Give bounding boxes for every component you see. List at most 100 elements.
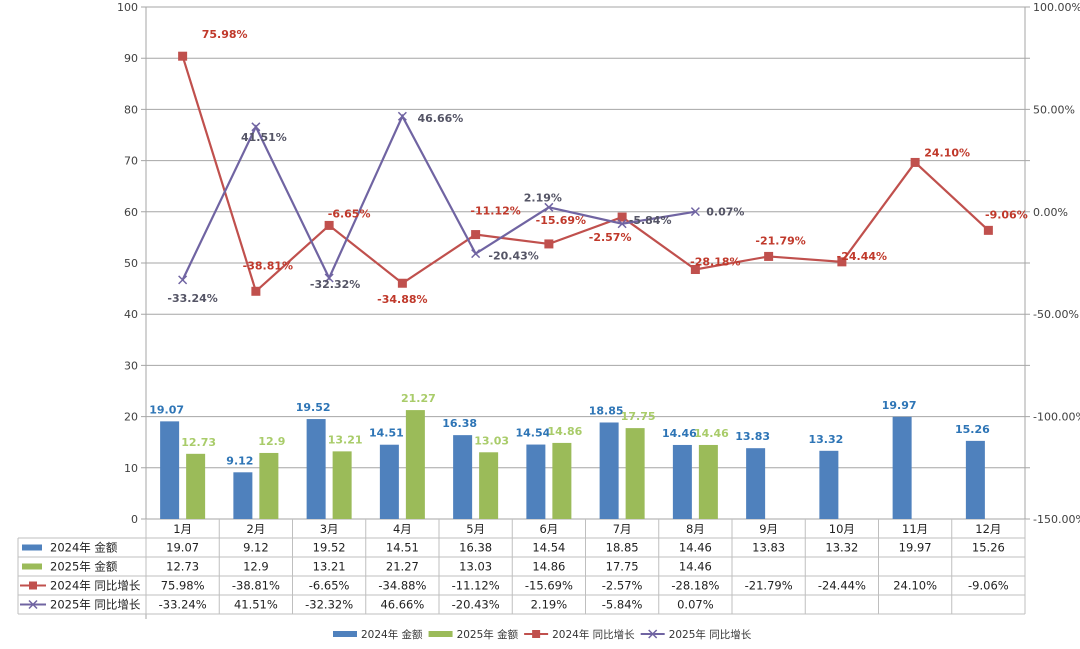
- table-cell: 15.26: [972, 541, 1005, 555]
- line-value-label: -32.32%: [310, 278, 360, 291]
- bar: [892, 416, 912, 519]
- table-cell: 21.27: [386, 560, 419, 574]
- line-value-label: 46.66%: [417, 112, 463, 125]
- table-cell: -9.06%: [968, 579, 1009, 593]
- table-cell: 0.07%: [677, 598, 714, 612]
- bar-value-label: 21.27: [401, 392, 436, 405]
- line-series: [178, 51, 993, 296]
- table-cell: -34.88%: [378, 579, 426, 593]
- table-cell: 13.21: [313, 560, 346, 574]
- bar: [332, 451, 352, 519]
- table-cell: 13.83: [752, 541, 785, 555]
- table-cell: 19.52: [313, 541, 346, 555]
- bar: [965, 440, 985, 519]
- category-label: 7月: [613, 522, 632, 536]
- line-value-label: -5.84%: [629, 214, 672, 227]
- table-cell: 13.03: [459, 560, 492, 574]
- bar: [552, 442, 572, 519]
- table-row-header: 2024年 同比增长: [50, 579, 141, 593]
- category-label: 3月: [320, 522, 339, 536]
- table-cell: 19.07: [166, 541, 199, 555]
- line-value-label: -6.65%: [328, 207, 371, 220]
- table-cell: 12.73: [166, 560, 199, 574]
- category-label: 11月: [902, 522, 928, 536]
- legend-key: [428, 631, 453, 637]
- bar: [233, 472, 253, 519]
- table-cell: 41.51%: [234, 598, 278, 612]
- table-row-header: 2025年 同比增长: [50, 598, 141, 612]
- bar-value-label: 14.54: [515, 427, 550, 440]
- bar-value-label: 9.12: [226, 454, 253, 467]
- square-marker: [178, 51, 188, 61]
- bar-value-label: 19.07: [149, 403, 184, 416]
- data-table: 1月 2月 3月 4月 5月 6月 7月 8月 9月 10月 11月 12月 2024年 金额 19.07…: [17, 519, 1026, 615]
- y-tick-label: 100: [117, 1, 138, 14]
- y-tick-label: 80: [124, 103, 138, 116]
- bar: [599, 422, 619, 519]
- y2-tick-label: -150.00%: [1033, 513, 1080, 526]
- line-value-label: -2.57%: [589, 231, 632, 244]
- series-line: [181, 55, 990, 294]
- table-cell: -2.57%: [602, 579, 643, 593]
- bar-value-label: 18.85: [589, 404, 624, 417]
- legend-key: [333, 631, 357, 637]
- table-cell: 2.19%: [531, 598, 568, 612]
- bar: [405, 410, 425, 519]
- category-label: 1月: [173, 522, 192, 536]
- table-cell: 16.38: [459, 541, 492, 555]
- square-marker: [837, 257, 847, 267]
- gridlines: [141, 6, 1030, 619]
- bar-value-label: 15.26: [955, 423, 990, 436]
- y2-tick-label: -100.00%: [1033, 411, 1080, 424]
- line-value-label: -11.12%: [470, 205, 520, 218]
- square-marker: [471, 230, 481, 240]
- bar: [379, 444, 399, 519]
- table-cell: -11.12%: [452, 579, 500, 593]
- legend-key-marker: [28, 599, 38, 610]
- bar-value-label: 13.32: [808, 433, 843, 446]
- x-marker: [397, 111, 407, 121]
- bar-series: [160, 410, 985, 519]
- x-marker: [471, 249, 481, 259]
- bar-value-label: 14.51: [369, 427, 404, 440]
- table-cell: -5.84%: [602, 598, 643, 612]
- table-cell: 12.9: [243, 560, 269, 574]
- bar-value-label: 12.9: [258, 435, 285, 448]
- bar: [625, 428, 645, 519]
- table-cell: 17.75: [606, 560, 639, 574]
- line-value-label: -24.44%: [837, 250, 887, 263]
- square-marker: [983, 225, 993, 235]
- table-cell: 14.51: [386, 541, 419, 555]
- table-cell: 9.12: [243, 541, 269, 555]
- y2-tick-label: -50.00%: [1033, 308, 1079, 321]
- bar-value-label: 19.97: [882, 399, 917, 412]
- y-tick-label: 60: [124, 206, 138, 219]
- bar: [259, 452, 279, 519]
- category-label: 6月: [539, 522, 558, 536]
- y2-tick-label: 100.00%: [1033, 1, 1080, 14]
- bar: [698, 444, 718, 519]
- y-tick-label: 0: [131, 513, 138, 526]
- bar-value-label: 19.52: [296, 401, 331, 414]
- category-label: 10月: [829, 522, 855, 536]
- legend-entry: 2025年 金额: [457, 628, 519, 641]
- line-value-label: -21.79%: [755, 234, 805, 247]
- y-tick-label: 30: [124, 359, 138, 372]
- line-value-label: 75.98%: [202, 28, 248, 41]
- x-marker: [544, 202, 554, 212]
- line-value-label: 0.07%: [706, 206, 744, 219]
- bar-value-label: 13.21: [328, 433, 363, 446]
- table-cell: 14.46: [679, 560, 712, 574]
- legend-key-marker: [648, 629, 658, 639]
- x-marker: [617, 219, 627, 229]
- square-marker: [251, 286, 261, 296]
- bar: [453, 435, 473, 519]
- line-value-label: -33.24%: [167, 292, 217, 305]
- square-marker: [910, 157, 920, 167]
- line-value-label: 2.19%: [524, 191, 562, 204]
- table-cell: -21.79%: [745, 579, 793, 593]
- line-value-label: 24.10%: [924, 146, 970, 159]
- table-cell: 75.98%: [161, 579, 205, 593]
- legend-key: [22, 563, 42, 570]
